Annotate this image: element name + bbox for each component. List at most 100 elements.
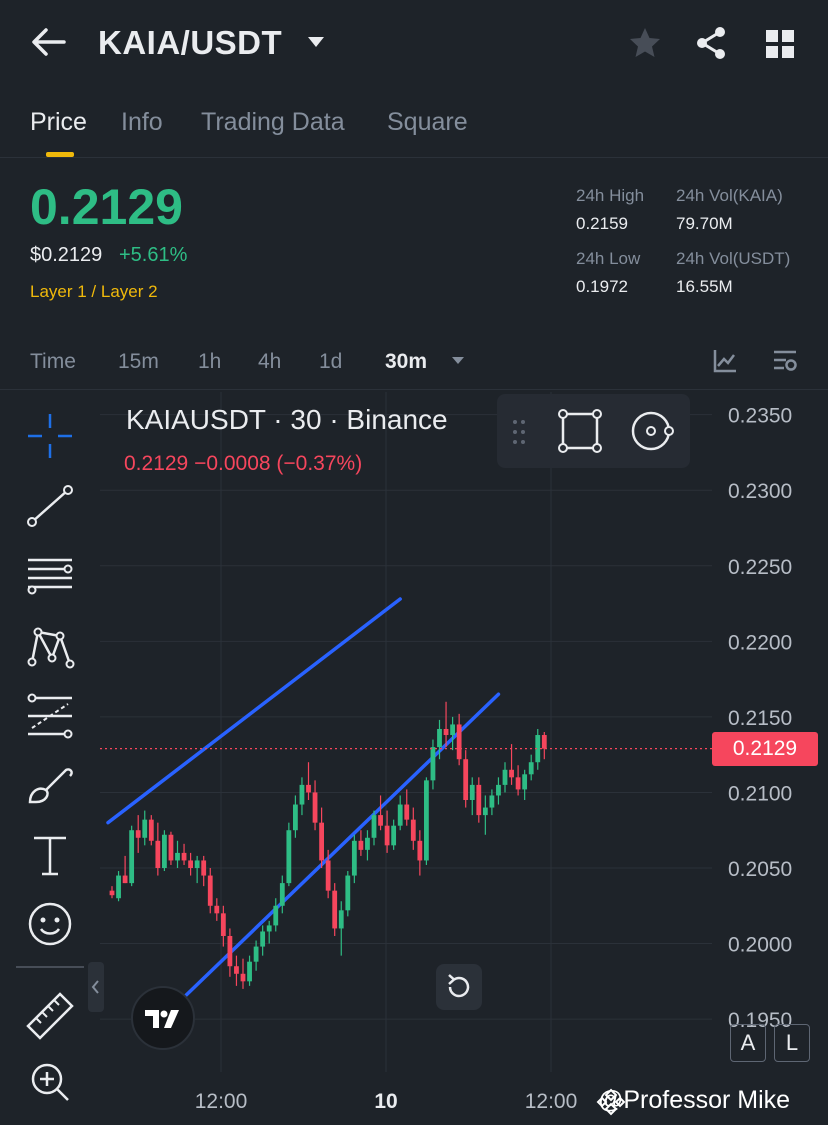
collapse-toolbar-button[interactable] [88, 962, 104, 1012]
candle [122, 855, 128, 884]
candle-body [397, 804, 403, 826]
interval-1d[interactable]: 1d [319, 350, 343, 373]
candle [443, 701, 449, 748]
ruler-icon[interactable] [22, 988, 78, 1044]
candle-body [266, 925, 272, 932]
candle-body [358, 840, 364, 850]
candle [247, 955, 252, 986]
candle-body [430, 747, 436, 781]
candle [351, 834, 357, 884]
fib-retracement-icon[interactable] [22, 688, 78, 744]
reset-chart-button[interactable] [436, 964, 482, 1010]
candle [450, 716, 455, 751]
y-tick-label: 0.2050 [728, 858, 792, 881]
candle [430, 739, 436, 790]
horizontal-lines-icon[interactable] [22, 548, 78, 604]
share-icon[interactable] [694, 26, 728, 60]
interval-4h[interactable]: 4h [258, 350, 282, 373]
candle-body [194, 860, 200, 868]
candle [463, 750, 469, 808]
candle [312, 780, 318, 831]
stat-vol-base-value: 79.70M [676, 214, 733, 233]
candle [214, 898, 220, 921]
chart-ohlc: 0.2129 −0.0008 (−0.37%) [124, 452, 363, 475]
drag-handle-icon[interactable] [509, 418, 529, 446]
indicator-icon[interactable] [712, 348, 738, 374]
brush-icon[interactable] [22, 758, 78, 814]
zoom-in-icon[interactable] [22, 1054, 78, 1110]
interval-1h[interactable]: 1h [198, 350, 222, 373]
candle [279, 875, 285, 914]
candle [371, 810, 377, 846]
tab-price[interactable]: Price [30, 108, 87, 136]
candle [319, 807, 324, 868]
stat-vol-base-label: 24h Vol(KAIA) [676, 186, 783, 205]
back-arrow-icon[interactable] [28, 24, 68, 60]
text-tool-icon[interactable] [22, 828, 78, 884]
drawing-toolbar [0, 392, 100, 1125]
candle-body [365, 837, 370, 850]
candle-body [417, 840, 423, 861]
grid-icon[interactable] [764, 28, 796, 60]
trendline-upper-channel[interactable] [106, 597, 402, 825]
emoji-icon[interactable] [22, 896, 78, 952]
tab-square[interactable]: Square [387, 108, 468, 136]
candle-body [456, 724, 462, 760]
star-icon[interactable] [628, 26, 662, 60]
category-tag[interactable]: Layer 1 / Layer 2 [30, 282, 158, 301]
tradingview-logo[interactable] [131, 986, 195, 1050]
interval-time[interactable]: Time [30, 350, 76, 373]
stat-vol-quote-value: 16.55M [676, 277, 733, 296]
candle [181, 843, 187, 865]
log-scale-button[interactable]: L [774, 1024, 810, 1062]
candle [162, 830, 167, 872]
crosshair-icon[interactable] [22, 408, 78, 464]
x-tick-label: 10 [374, 1090, 397, 1113]
trendline-lower-channel[interactable] [178, 692, 501, 1003]
chevron-left-icon [91, 980, 99, 994]
candle-body [240, 973, 246, 982]
candle [482, 795, 488, 835]
candle [391, 819, 397, 850]
caret-down-icon[interactable] [306, 34, 326, 50]
interval-15m[interactable]: 15m [118, 350, 159, 373]
candle-body [220, 913, 226, 936]
tab-trading-data[interactable]: Trading Data [201, 108, 345, 136]
y-tick-label: 0.2000 [728, 934, 792, 957]
candle [234, 955, 239, 986]
candle [404, 789, 410, 826]
stat-vol-quote-label: 24h Vol(USDT) [676, 249, 791, 268]
interval-caret-icon[interactable] [450, 354, 466, 366]
candle-body [116, 875, 121, 899]
circle-tool-icon[interactable] [629, 408, 677, 454]
stat-high-value: 0.2159 [576, 214, 628, 233]
candle-body [404, 804, 410, 820]
stat-low-label: 24h Low [576, 249, 641, 268]
candle-body [135, 830, 141, 838]
interval-30m[interactable]: 30m [385, 350, 428, 373]
trend-line-icon[interactable] [22, 478, 78, 534]
chart-settings-icon[interactable] [772, 348, 798, 374]
candle [476, 777, 482, 823]
candle [437, 719, 442, 760]
candle [293, 795, 298, 838]
chart-title: KAIAUSDT · 30 · Binance [126, 404, 448, 435]
tab-info[interactable]: Info [121, 108, 163, 136]
header: KAIA/USDT [0, 0, 828, 88]
y-tick-label: 0.2100 [728, 782, 792, 805]
candle [424, 777, 429, 865]
rectangle-tool-icon[interactable] [557, 408, 603, 454]
auto-scale-button[interactable]: A [730, 1024, 766, 1062]
candle [168, 831, 174, 865]
candle-body [496, 784, 501, 796]
watermark: @Professor Mike [598, 1086, 791, 1114]
candle [378, 795, 383, 831]
x-tick-label: 12:00 [525, 1090, 578, 1113]
current-price-tag: 0.2129 [712, 731, 818, 766]
pattern-tool-icon[interactable] [22, 618, 78, 674]
x-tick-label: 12:00 [195, 1090, 248, 1113]
pair-title[interactable]: KAIA/USDT [98, 24, 283, 61]
binance-logo-icon [596, 1088, 626, 1116]
candle-body [109, 890, 115, 896]
